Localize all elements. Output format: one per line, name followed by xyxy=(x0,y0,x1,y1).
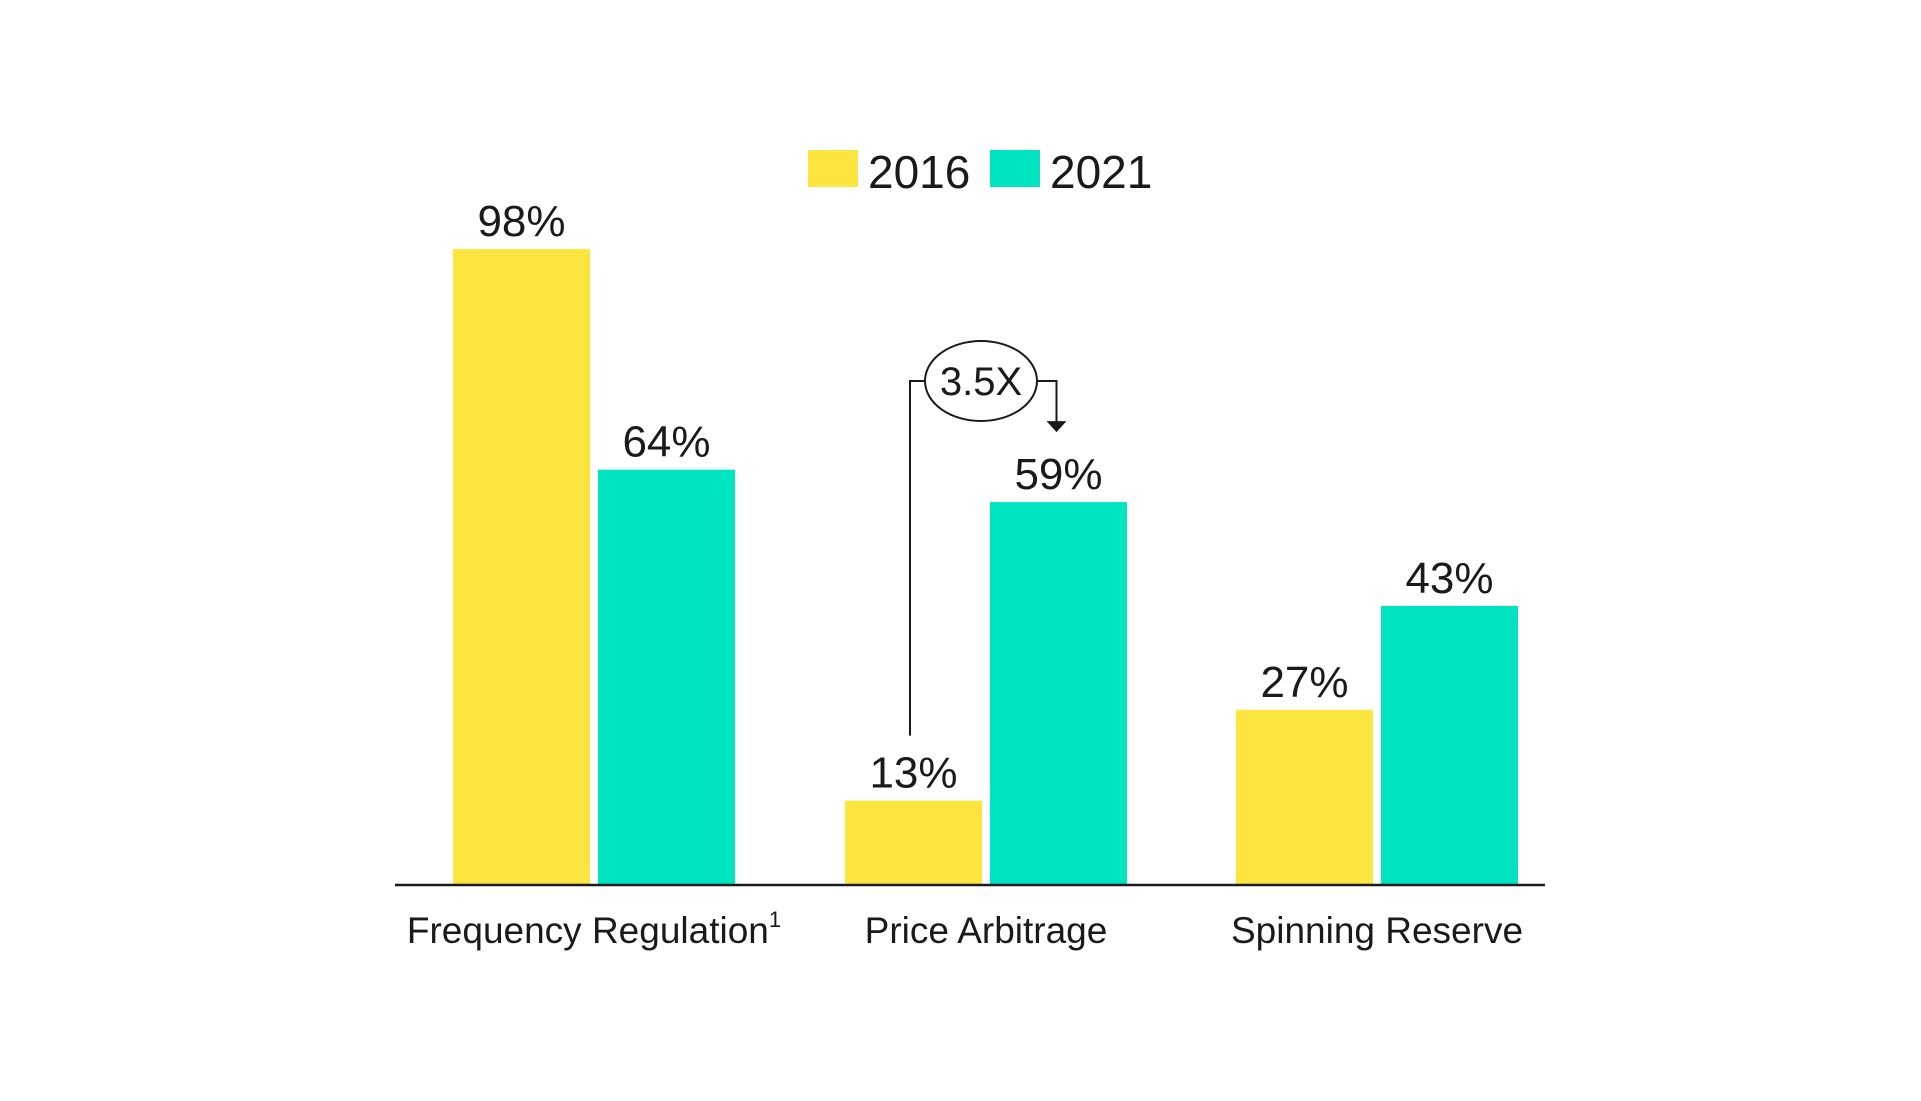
category-labels-group: Frequency Regulation1 Price Arbitrage Spin… xyxy=(407,907,1523,951)
value-label-price-arbitrage-2021: 59% xyxy=(1014,450,1102,499)
category-label-spinning-reserve: Spinning Reserve xyxy=(1231,910,1523,951)
growth-annotation: 3.5X xyxy=(909,340,1067,736)
value-label-spinning-reserve-2021: 43% xyxy=(1405,554,1493,603)
legend-swatch-2021 xyxy=(990,150,1040,187)
value-label-frequency-regulation-2016: 98% xyxy=(477,197,565,246)
value-label-price-arbitrage-2016: 13% xyxy=(869,749,957,798)
category-label-frequency-regulation: Frequency Regulation1 xyxy=(407,907,781,951)
annotation-arrow-head xyxy=(1046,421,1067,433)
legend-label-2021: 2021 xyxy=(1050,146,1152,198)
value-label-frequency-regulation-2021: 64% xyxy=(622,418,710,467)
bar-frequency-regulation-2016 xyxy=(453,249,590,885)
bar-price-arbitrage-2021 xyxy=(990,502,1127,885)
footnote-marker: 1 xyxy=(769,907,781,932)
bars-group xyxy=(453,249,1518,885)
bar-spinning-reserve-2016 xyxy=(1236,709,1373,885)
legend-label-2016: 2016 xyxy=(868,146,970,198)
value-label-spinning-reserve-2016: 27% xyxy=(1260,658,1348,707)
annotation-left-bracket xyxy=(909,380,925,736)
bar-spinning-reserve-2021 xyxy=(1381,605,1518,885)
bar-price-arbitrage-2016 xyxy=(845,800,982,885)
annotation-right-bracket xyxy=(1037,380,1058,424)
bar-frequency-regulation-2021 xyxy=(598,469,735,885)
value-labels-group: 98% 64% 13% 59% 27% 43% xyxy=(477,197,1493,798)
category-label-price-arbitrage: Price Arbitrage xyxy=(865,910,1108,951)
annotation-ellipse xyxy=(924,340,1038,422)
legend-swatch-2016 xyxy=(808,150,858,187)
legend: 2016 2021 xyxy=(808,146,1152,198)
annotation-label: 3.5X xyxy=(940,360,1022,404)
